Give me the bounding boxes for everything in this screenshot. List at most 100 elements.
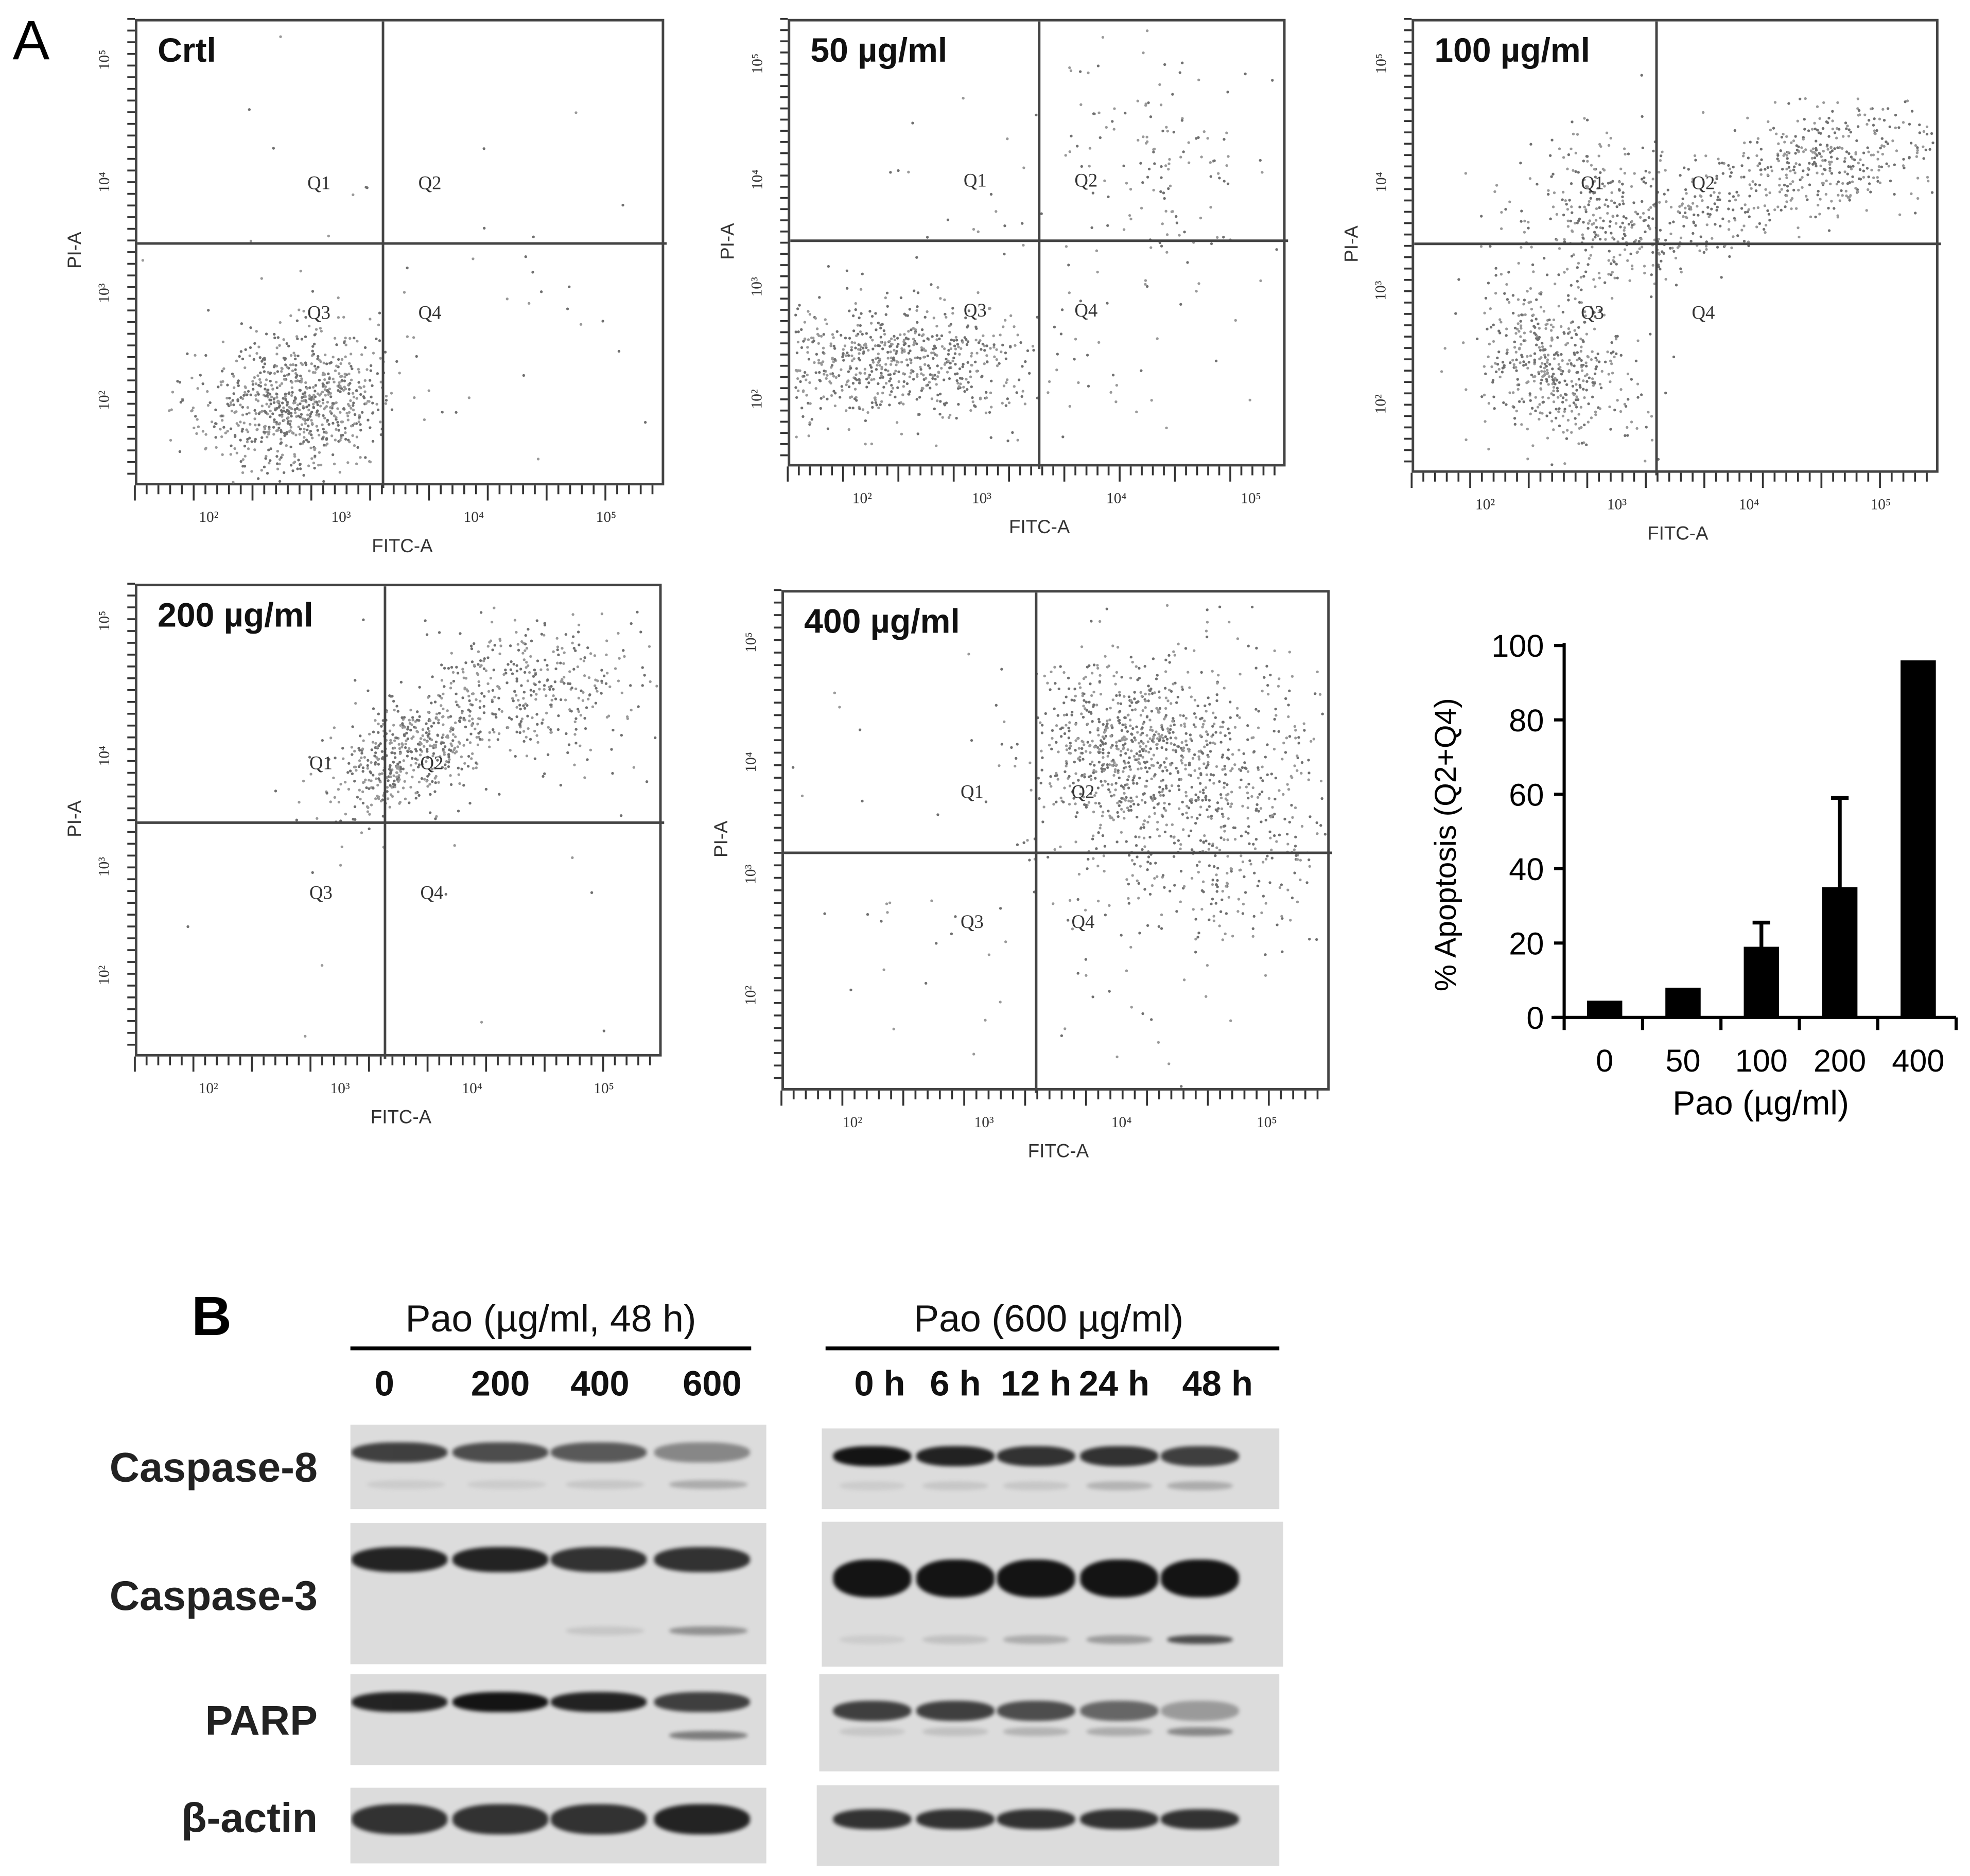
event-dot [350,364,353,368]
event-dot [371,440,375,443]
event-dot [1516,327,1519,331]
event-dot [1571,320,1574,323]
event-dot [881,347,884,350]
event-dot [871,406,874,409]
event-dot [1824,159,1827,162]
event-dot [1604,231,1607,234]
event-dot [280,370,283,373]
event-dot [1519,335,1522,338]
event-dot [874,312,877,315]
event-dot [1760,158,1763,162]
event-dot [305,439,308,442]
event-dot [1710,207,1713,211]
event-dot [1650,439,1654,442]
event-dot [1766,209,1769,213]
event-dot [340,379,344,382]
event-dot [977,291,980,294]
event-dot [1597,271,1601,275]
event-dot [1877,169,1880,172]
event-dot [275,353,278,356]
event-dot [1635,251,1638,254]
event-dot [1662,252,1665,255]
event-dot [1636,396,1640,399]
event-dot [1142,135,1145,138]
event-dot [291,363,294,366]
event-dot [1705,248,1708,251]
event-dot [848,406,851,410]
event-dot [229,401,233,404]
event-dot [1558,407,1561,410]
y-tick-label: 10⁵ [1372,53,1390,74]
event-dot [264,388,267,391]
event-dot [1518,400,1521,403]
event-dot [403,291,406,294]
event-dot [294,368,297,371]
event-dot [246,393,249,396]
event-dot [1095,249,1099,252]
event-dot [935,354,938,357]
event-dot [1573,393,1576,396]
event-dot [1487,282,1490,285]
event-dot [933,344,936,347]
event-dot [256,374,259,377]
event-dot [1454,312,1457,315]
event-dot [1836,146,1839,149]
event-dot [1040,212,1043,215]
event-dot [322,414,325,417]
event-dot [1544,348,1547,351]
event-dot [1513,417,1516,420]
event-dot [273,336,276,340]
event-dot [842,359,845,362]
event-dot [1209,175,1212,178]
scatter-layer [1414,21,1941,476]
event-dot [1568,404,1572,408]
event-dot [948,330,951,334]
event-dot [930,351,933,355]
event-dot [1579,275,1583,279]
event-dot [1013,325,1016,328]
event-dot [1005,381,1008,384]
event-dot [1487,401,1491,405]
event-dot [1541,362,1544,365]
event-dot [1216,236,1219,239]
event-dot [299,427,302,431]
event-dot [1009,314,1013,318]
event-dot [208,401,212,405]
event-dot [1115,383,1119,387]
event-dot [1494,267,1497,270]
event-dot [347,411,351,414]
event-dot [246,430,250,433]
event-dot [230,409,234,413]
flow-plot: 100 µg/ml Q1 Q2 Q3 Q4 10⁵ 10⁴ 10³ 10² 10² 10³ 10⁴ 10… [1341,17,1941,545]
event-dot [1563,379,1566,382]
event-dot [880,372,883,375]
event-dot [815,327,819,330]
event-dot [794,313,797,317]
event-dot [308,369,311,373]
event-dot [415,355,418,358]
event-dot [1610,191,1613,194]
event-dot [1562,431,1565,434]
event-dot [1577,326,1580,329]
event-dot [1592,278,1595,281]
event-dot [875,328,878,331]
event-dot [882,329,886,332]
event-dot [1065,245,1068,248]
event-dot [1613,355,1616,359]
event-dot [877,361,880,364]
event-dot [264,383,267,387]
event-dot [1669,205,1673,209]
event-dot [974,338,978,342]
event-dot [1538,327,1541,330]
event-dot [1602,219,1605,222]
event-dot [355,435,359,439]
event-dot [992,343,996,346]
event-dot [1752,206,1756,210]
event-dot [1764,188,1767,191]
event-dot [369,318,372,321]
event-dot [847,385,851,389]
event-dot [1530,407,1534,410]
event-dot [1145,29,1149,32]
event-dot [1802,150,1805,153]
event-dot [1531,263,1535,267]
